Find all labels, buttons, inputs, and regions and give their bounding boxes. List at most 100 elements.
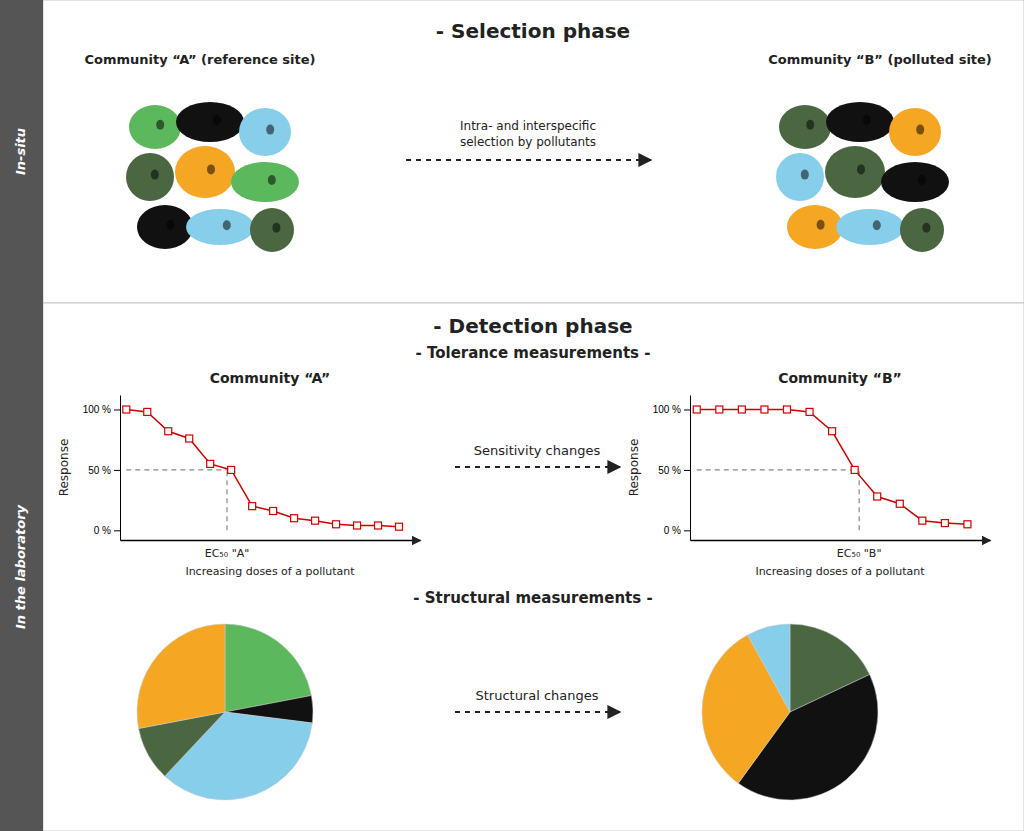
- cell-nucleus: [916, 125, 924, 135]
- cell: [889, 108, 941, 156]
- line-chart: Community “A” 0 % 50 % 100 % Response Increas…: [57, 370, 421, 578]
- chart-title: Community “B”: [778, 370, 902, 386]
- annotation: Community “A” (reference site): [85, 52, 316, 67]
- cell: [137, 205, 193, 249]
- y-tick: 0 %: [664, 525, 690, 536]
- chart-title: Community “A”: [210, 370, 331, 386]
- x-axis-title: Increasing doses of a pollutant: [185, 565, 355, 578]
- marker: [354, 522, 361, 529]
- cell-nucleus: [806, 120, 814, 130]
- y-axis: 0 % 50 % 100 %: [83, 396, 121, 541]
- plot-marks: [123, 406, 403, 530]
- marker: [333, 521, 340, 528]
- cell: [126, 153, 174, 201]
- cell: [231, 162, 299, 202]
- cell: [900, 208, 944, 252]
- y-tick-label: 50 %: [658, 465, 681, 476]
- line: [697, 410, 968, 525]
- marker: [291, 515, 298, 522]
- cell-nucleus: [268, 175, 276, 185]
- y-axis-title: Response: [627, 439, 641, 497]
- marker: [396, 523, 403, 530]
- cell: [129, 105, 181, 149]
- plot-area: [120, 395, 420, 540]
- cell-nucleus: [207, 164, 215, 174]
- cell: [787, 205, 843, 249]
- annotation: Community “B” (polluted site): [768, 52, 992, 67]
- annotation: - Structural measurements -: [413, 589, 652, 607]
- y-axis: 0 % 50 % 100 %: [653, 396, 691, 541]
- reference-line: [226, 470, 227, 530]
- y-axis-title: Response: [57, 439, 71, 497]
- y-tick-line: [684, 410, 690, 411]
- marker: [249, 503, 256, 510]
- marker: [941, 520, 948, 527]
- annotation: Sensitivity changes: [474, 443, 601, 458]
- cell-nucleus: [857, 164, 865, 174]
- y-tick-line: [684, 470, 690, 471]
- marker: [761, 406, 768, 413]
- reference-line: [697, 469, 859, 470]
- marker: [228, 466, 235, 473]
- annotation: EC₅₀ "A": [205, 547, 250, 560]
- cell-nucleus: [156, 120, 164, 130]
- marker: [806, 408, 813, 415]
- pie-chart: [137, 624, 313, 800]
- cell-nucleus: [817, 220, 825, 230]
- annotation: EC₅₀ "B": [837, 547, 882, 560]
- marker: [375, 522, 382, 529]
- pie-chart: [702, 624, 878, 800]
- cell: [836, 209, 904, 245]
- cell: [826, 102, 894, 142]
- pie-slice: [748, 624, 790, 712]
- cell: [776, 153, 824, 201]
- cell-nucleus: [213, 115, 221, 125]
- annotation: Intra- and interspecific: [460, 119, 596, 133]
- y-tick: 50 %: [658, 465, 690, 476]
- y-tick: 0 %: [94, 525, 120, 536]
- marker: [270, 508, 277, 515]
- process-arrow: [406, 159, 651, 161]
- line-chart: Community “B”0 %50 %100 %ResponseIncreas…: [627, 370, 991, 578]
- sidebar-label: In the laboratory: [13, 504, 28, 629]
- y-tick-line: [114, 410, 120, 411]
- y-tick-label: 100 %: [653, 404, 681, 415]
- cell-nucleus: [873, 220, 881, 230]
- annotation: - Tolerance measurements -: [416, 344, 651, 362]
- cell-nucleus: [272, 223, 280, 233]
- cell: [175, 146, 235, 198]
- y-axis-line: [690, 396, 691, 541]
- marker: [829, 428, 836, 435]
- diagram: - Detection phaseIn the laboratory- Tole…: [13, 314, 653, 712]
- y-tick-label: 0 %: [664, 525, 681, 536]
- bottom-panel: [43, 303, 1024, 831]
- x-axis-line: [121, 540, 421, 542]
- y-tick-label: 0 %: [94, 525, 111, 536]
- marker: [144, 408, 151, 415]
- cell-nucleus: [801, 170, 809, 180]
- sidebar-label: In-situ: [13, 128, 28, 175]
- cell-nucleus: [223, 220, 231, 230]
- y-tick: 100 %: [653, 404, 690, 415]
- y-tick-label: 50 %: [88, 465, 111, 476]
- panels: [0, 0, 1024, 831]
- reference-line: [859, 470, 860, 530]
- marker: [123, 406, 130, 413]
- y-tick: 100 %: [83, 404, 120, 415]
- cell: [250, 208, 294, 252]
- reference-line: [126, 469, 227, 470]
- marker: [783, 406, 790, 413]
- marker: [964, 521, 971, 528]
- process-arrow: [455, 711, 620, 713]
- cell-nucleus: [266, 125, 274, 135]
- marker: [874, 493, 881, 500]
- marker: [312, 517, 319, 524]
- marker: [186, 435, 193, 442]
- cell-nucleus: [863, 115, 871, 125]
- marker: [165, 428, 172, 435]
- y-axis-line: [120, 396, 121, 541]
- panel-title: - Selection phase: [436, 19, 630, 43]
- y-tick-line: [684, 530, 690, 531]
- marker: [851, 466, 858, 473]
- cell: [186, 209, 254, 245]
